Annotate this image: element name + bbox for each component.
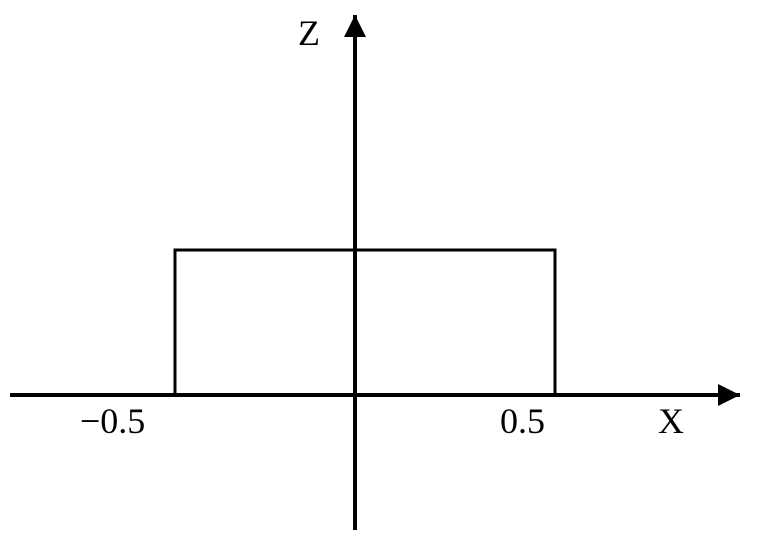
x-axis-arrow-icon: [718, 384, 740, 406]
x-axis-label: X: [658, 400, 684, 442]
x-tick-pos: 0.5: [500, 400, 545, 442]
x-tick-neg: −0.5: [80, 400, 145, 442]
chart-svg: [0, 0, 760, 536]
z-axis-label: Z: [298, 12, 320, 54]
step-function: [175, 250, 555, 395]
z-axis-arrow-icon: [344, 15, 366, 37]
